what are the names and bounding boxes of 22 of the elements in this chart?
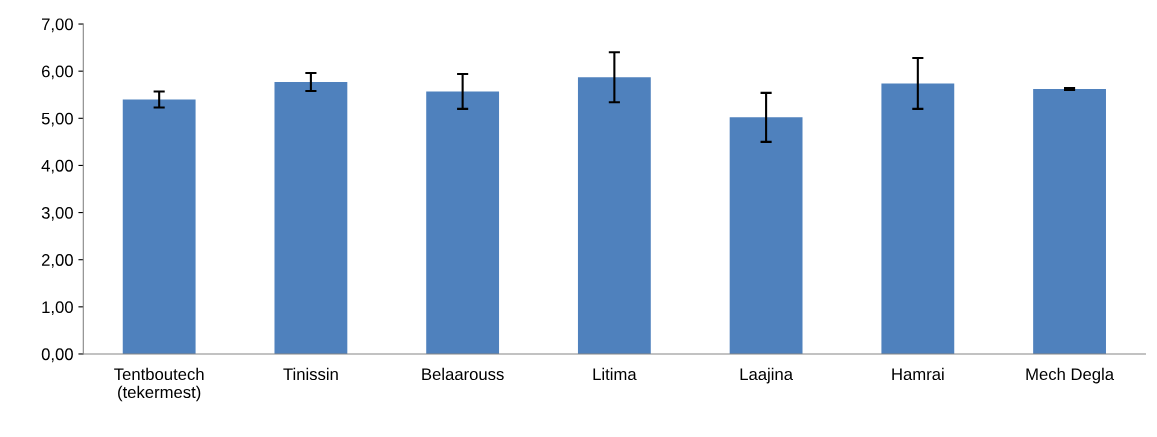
bar xyxy=(274,82,348,354)
x-tick-label: Belaarouss xyxy=(422,367,504,381)
x-tick-label: Tentboutech (tekermest) xyxy=(114,367,204,402)
x-tick-label: Laajina xyxy=(740,367,793,384)
y-tick-label: 6,00 xyxy=(41,65,73,80)
y-tick-label: 2,00 xyxy=(41,254,73,268)
x-tick-label: Hamrai xyxy=(892,367,944,381)
bar xyxy=(577,77,651,354)
y-tick-label: 1,00 xyxy=(42,301,73,316)
bar xyxy=(881,83,955,354)
bar xyxy=(1033,89,1106,354)
bar xyxy=(122,99,196,354)
y-tick-label: 0,00 xyxy=(41,348,73,363)
y-tick-label: 5,00 xyxy=(41,112,73,127)
bar xyxy=(426,91,500,354)
y-tick-label: 4,00 xyxy=(41,159,73,174)
y-tick-label: 7,00 xyxy=(42,18,73,33)
y-tick-label: 3,00 xyxy=(41,206,73,221)
x-tick-label: Mech Degla xyxy=(1026,367,1115,384)
x-tick-label: Litima xyxy=(593,367,637,381)
bar xyxy=(729,117,803,354)
x-tick-label: Tinissin xyxy=(283,367,338,381)
